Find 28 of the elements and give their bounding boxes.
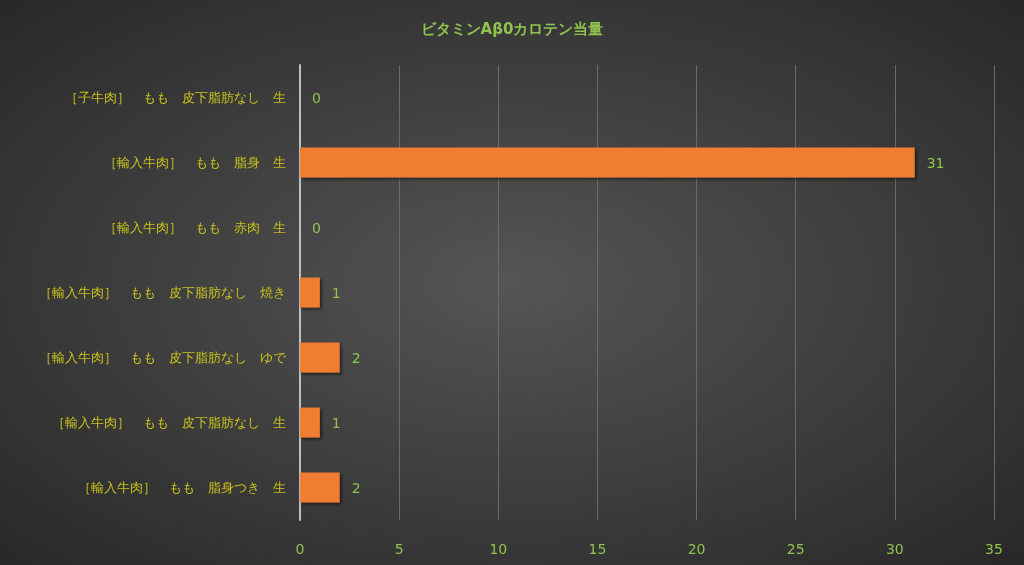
y-tick-label: ［子牛肉］ もも 皮下脂肪なし 生: [65, 90, 286, 105]
bar: [300, 277, 320, 308]
bar: [300, 472, 340, 503]
y-tick-label: ［輸入牛肉］ もも 皮下脂肪なし 焼き: [39, 285, 286, 300]
data-label: 2: [351, 479, 361, 496]
data-label: 2: [351, 349, 361, 366]
data-label: 0: [312, 89, 321, 106]
data-label: 1: [331, 414, 341, 431]
x-tick-label: 30: [885, 541, 904, 557]
x-tick-label: 0: [295, 541, 305, 557]
y-tick-label: ［輸入牛肉］ もも 脂身 生: [104, 155, 286, 170]
y-tick-label: ［輸入牛肉］ もも 脂身つき 生: [78, 480, 286, 495]
x-tick-label: 5: [394, 541, 404, 557]
y-tick-label: ［輸入牛肉］ もも 皮下脂肪なし 生: [52, 415, 286, 430]
y-tick-label: ［輸入牛肉］ もも 皮下脂肪なし ゆで: [39, 350, 287, 365]
data-label: 31: [926, 154, 945, 171]
x-tick-label: 25: [786, 541, 805, 557]
chart-title: ビタミンAβ0カロテン当量: [420, 19, 604, 38]
x-tick-label: 20: [687, 541, 706, 557]
bar: [300, 342, 340, 373]
x-tick-label: 35: [985, 541, 1003, 557]
y-tick-label: ［輸入牛肉］ もも 赤肉 生: [104, 220, 286, 235]
data-label: 1: [331, 284, 341, 301]
x-tick-label: 15: [588, 541, 607, 557]
x-tick-label: 10: [489, 541, 508, 557]
bar: [300, 147, 915, 178]
bar: [300, 407, 320, 438]
data-label: 0: [312, 219, 321, 236]
